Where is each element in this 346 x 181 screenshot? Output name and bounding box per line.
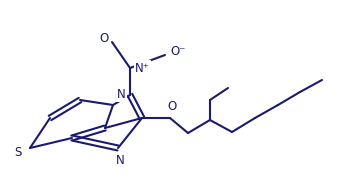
Text: O⁻: O⁻ [170, 45, 185, 58]
Text: N: N [116, 154, 124, 167]
Text: S: S [15, 146, 22, 159]
Text: O: O [167, 100, 176, 113]
Text: N: N [117, 88, 126, 101]
Text: O: O [100, 32, 109, 45]
Text: N⁺: N⁺ [135, 62, 150, 75]
